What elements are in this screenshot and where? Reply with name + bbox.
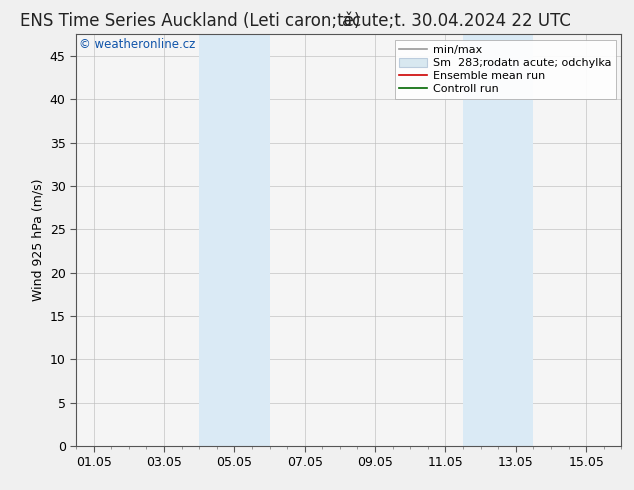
Text: ENS Time Series Auckland (Leti caron;tě): ENS Time Series Auckland (Leti caron;tě) [20, 12, 360, 30]
Text: acute;t. 30.04.2024 22 UTC: acute;t. 30.04.2024 22 UTC [342, 12, 571, 30]
Bar [463, 34, 533, 446]
Y-axis label: Wind 925 hPa (m/s): Wind 925 hPa (m/s) [31, 179, 44, 301]
Text: © weatheronline.cz: © weatheronline.cz [79, 38, 195, 51]
Bar [199, 34, 269, 446]
Legend: min/max, Sm  283;rodatn acute; odchylka, Ensemble mean run, Controll run: min/max, Sm 283;rodatn acute; odchylka, … [395, 40, 616, 99]
